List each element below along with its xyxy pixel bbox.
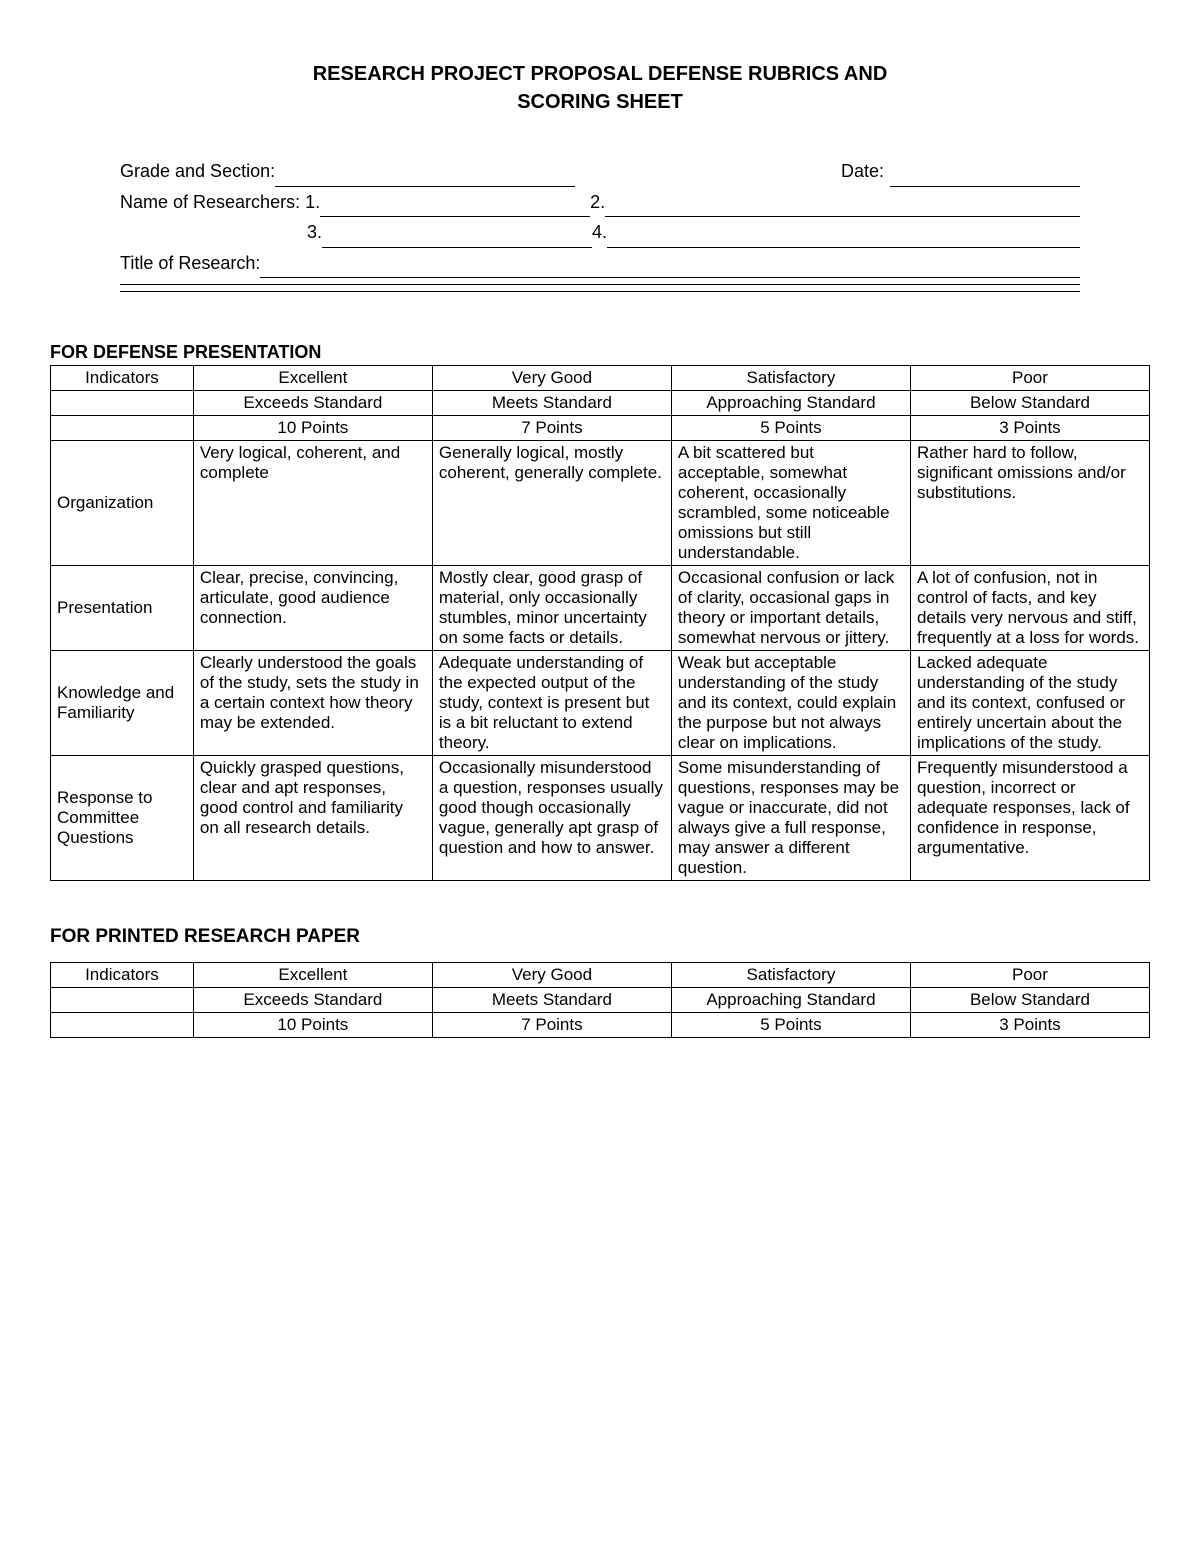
indicator-knowledge: Knowledge and Familiarity xyxy=(51,651,194,756)
col-excellent: Excellent xyxy=(193,963,432,988)
page-title: RESEARCH PROJECT PROPOSAL DEFENSE RUBRIC… xyxy=(50,60,1150,116)
rubric-row: Response to Committee Questions Quickly … xyxy=(51,756,1150,881)
cell: Quickly grasped questions, clear and apt… xyxy=(193,756,432,881)
blank-cell xyxy=(51,1013,194,1038)
title-of-research-input[interactable] xyxy=(260,248,1080,279)
researchers-label: Name of Researchers: 1. xyxy=(120,187,320,218)
std-exceeds: Exceeds Standard xyxy=(193,988,432,1013)
cell: A lot of confusion, not in control of fa… xyxy=(910,566,1149,651)
blank-cell xyxy=(51,416,194,441)
cell: Lacked adequate understanding of the stu… xyxy=(910,651,1149,756)
std-below: Below Standard xyxy=(910,988,1149,1013)
cell: Very logical, coherent, and complete xyxy=(193,441,432,566)
std-meets: Meets Standard xyxy=(432,391,671,416)
date-input[interactable] xyxy=(890,156,1080,187)
pts-10: 10 Points xyxy=(193,416,432,441)
cell: Occasional confusion or lack of clarity,… xyxy=(671,566,910,651)
pts-5: 5 Points xyxy=(671,416,910,441)
col-indicators: Indicators xyxy=(51,366,194,391)
cell: Mostly clear, good grasp of material, on… xyxy=(432,566,671,651)
cell: Occasionally misunderstood a question, r… xyxy=(432,756,671,881)
researcher-3-input[interactable] xyxy=(322,217,592,248)
researcher-3-label: 3. xyxy=(307,217,322,248)
researcher-1-input[interactable] xyxy=(320,187,590,218)
cell: Rather hard to follow, significant omiss… xyxy=(910,441,1149,566)
cell: Clearly understood the goals of the stud… xyxy=(193,651,432,756)
indicator-response: Response to Committee Questions xyxy=(51,756,194,881)
defense-rubric-table: Indicators Excellent Very Good Satisfact… xyxy=(50,365,1150,881)
cell: A bit scattered but acceptable, somewhat… xyxy=(671,441,910,566)
title-line-2-input[interactable] xyxy=(120,284,1080,285)
printed-rubric-table: Indicators Excellent Very Good Satisfact… xyxy=(50,962,1150,1038)
cell: Adequate understanding of the expected o… xyxy=(432,651,671,756)
title-line-3-input[interactable] xyxy=(120,291,1080,292)
cell: Generally logical, mostly coherent, gene… xyxy=(432,441,671,566)
cell: Some misunderstanding of questions, resp… xyxy=(671,756,910,881)
rubric-row: Knowledge and Familiarity Clearly unders… xyxy=(51,651,1150,756)
col-indicators: Indicators xyxy=(51,963,194,988)
pts-3: 3 Points xyxy=(910,416,1149,441)
pts-7: 7 Points xyxy=(432,416,671,441)
col-excellent: Excellent xyxy=(193,366,432,391)
title-line2: SCORING SHEET xyxy=(517,91,683,113)
rubric-row: Presentation Clear, precise, convincing,… xyxy=(51,566,1150,651)
col-satisfactory: Satisfactory xyxy=(671,366,910,391)
title-line1: RESEARCH PROJECT PROPOSAL DEFENSE RUBRIC… xyxy=(313,63,888,85)
date-label: Date: xyxy=(841,156,884,187)
pts-3: 3 Points xyxy=(910,1013,1149,1038)
std-exceeds: Exceeds Standard xyxy=(193,391,432,416)
col-satisfactory: Satisfactory xyxy=(671,963,910,988)
std-approaching: Approaching Standard xyxy=(671,391,910,416)
researcher-4-input[interactable] xyxy=(607,217,1080,248)
col-verygood: Very Good xyxy=(432,963,671,988)
cell: Weak but acceptable understanding of the… xyxy=(671,651,910,756)
header-form: Grade and Section: Date: Name of Researc… xyxy=(120,156,1080,292)
pts-10: 10 Points xyxy=(193,1013,432,1038)
grade-section-label: Grade and Section: xyxy=(120,156,275,187)
col-poor: Poor xyxy=(910,963,1149,988)
cell: Clear, precise, convincing, articulate, … xyxy=(193,566,432,651)
rubric-row: Organization Very logical, coherent, and… xyxy=(51,441,1150,566)
std-below: Below Standard xyxy=(910,391,1149,416)
section-printed-label: FOR PRINTED RESEARCH PAPER xyxy=(50,926,1150,948)
researcher-2-label: 2. xyxy=(590,187,605,218)
std-approaching: Approaching Standard xyxy=(671,988,910,1013)
section-defense-label: FOR DEFENSE PRESENTATION xyxy=(50,342,1150,363)
indicator-organization: Organization xyxy=(51,441,194,566)
title-of-research-label: Title of Research: xyxy=(120,248,260,279)
indicator-presentation: Presentation xyxy=(51,566,194,651)
blank-cell xyxy=(51,391,194,416)
std-meets: Meets Standard xyxy=(432,988,671,1013)
researcher-4-label: 4. xyxy=(592,217,607,248)
cell: Frequently misunderstood a question, inc… xyxy=(910,756,1149,881)
col-verygood: Very Good xyxy=(432,366,671,391)
blank-cell xyxy=(51,988,194,1013)
col-poor: Poor xyxy=(910,366,1149,391)
researcher-2-input[interactable] xyxy=(605,187,1080,218)
grade-section-input[interactable] xyxy=(275,156,575,187)
pts-7: 7 Points xyxy=(432,1013,671,1038)
pts-5: 5 Points xyxy=(671,1013,910,1038)
